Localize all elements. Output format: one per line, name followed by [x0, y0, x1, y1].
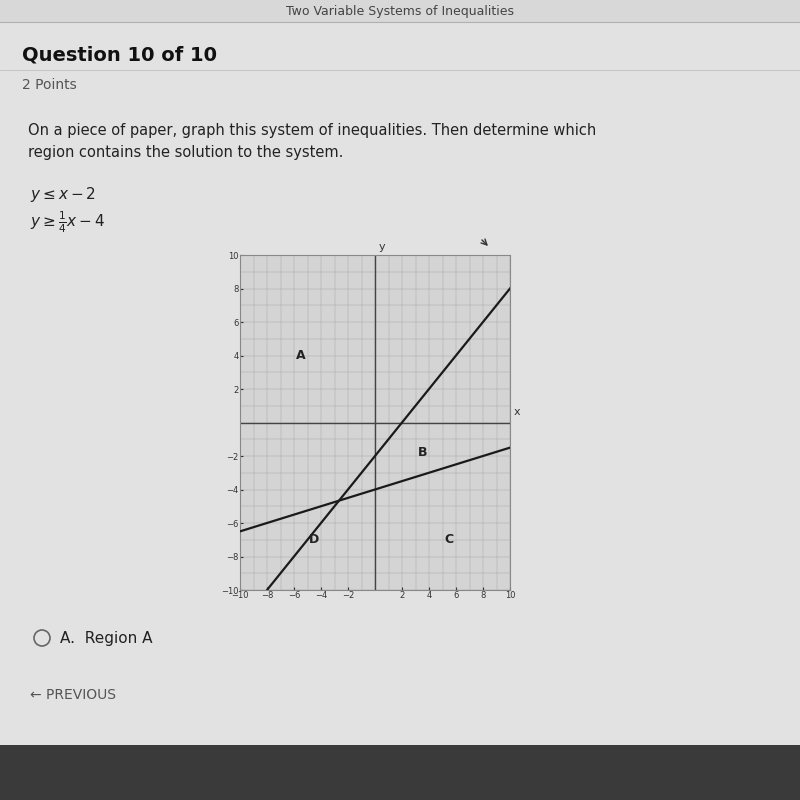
Text: A: A: [296, 349, 306, 362]
Text: ← PREVIOUS: ← PREVIOUS: [30, 688, 116, 702]
Text: $y \leq x - 2$: $y \leq x - 2$: [30, 186, 96, 205]
Text: A.  Region A: A. Region A: [60, 630, 153, 646]
Text: On a piece of paper, graph this system of inequalities. Then determine which: On a piece of paper, graph this system o…: [28, 122, 596, 138]
FancyBboxPatch shape: [0, 745, 800, 800]
Text: y: y: [379, 242, 386, 252]
FancyBboxPatch shape: [0, 0, 800, 22]
Text: Two Variable Systems of Inequalities: Two Variable Systems of Inequalities: [286, 5, 514, 18]
Text: x: x: [514, 407, 520, 418]
Text: 2 Points: 2 Points: [22, 78, 77, 92]
Text: $y \geq \frac{1}{4}x - 4$: $y \geq \frac{1}{4}x - 4$: [30, 210, 106, 234]
Text: region contains the solution to the system.: region contains the solution to the syst…: [28, 145, 343, 159]
Text: B: B: [418, 446, 427, 459]
Text: C: C: [445, 534, 454, 546]
Text: Question 10 of 10: Question 10 of 10: [22, 46, 217, 65]
Text: D: D: [309, 534, 319, 546]
